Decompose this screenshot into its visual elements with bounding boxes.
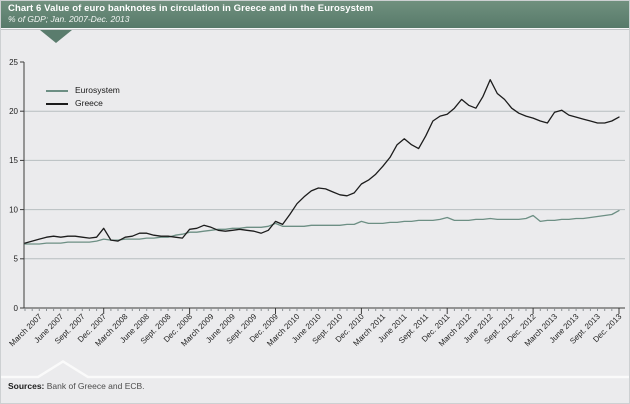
eurosystem-line-swatch bbox=[46, 89, 68, 92]
chart-legend: Eurosystem Greece bbox=[46, 86, 120, 112]
sources-note: Sources: Bank of Greece and ECB. bbox=[8, 381, 145, 391]
legend-label-greece: Greece bbox=[75, 98, 103, 108]
y-axis: 0 5 10 15 20 25 bbox=[9, 58, 25, 313]
bottom-divider bbox=[0, 360, 630, 379]
chart-title: Chart 6 Value of euro banknotes in circu… bbox=[8, 3, 374, 14]
legend-label-eurosystem: Eurosystem bbox=[75, 85, 120, 95]
y-axis-label: 5 bbox=[14, 255, 19, 264]
y-gridlines bbox=[24, 110, 625, 260]
legend-item-eurosystem: Eurosystem bbox=[46, 86, 120, 95]
y-axis-label: 15 bbox=[9, 156, 18, 165]
chart-subtitle: % of GDP; Jan. 2007-Dec. 2013 bbox=[8, 14, 130, 24]
y-axis-label: 20 bbox=[9, 107, 18, 116]
header-pointer-triangle bbox=[40, 30, 72, 43]
sources-text: Bank of Greece and ECB. bbox=[44, 381, 145, 391]
y-axis-label: 10 bbox=[9, 205, 18, 214]
greece-line-swatch bbox=[46, 102, 68, 105]
chart-header: Chart 6 Value of euro banknotes in circu… bbox=[0, 0, 630, 28]
chart-series bbox=[24, 79, 620, 245]
y-axis-label: 25 bbox=[9, 58, 18, 67]
y-axis-label: 0 bbox=[14, 304, 19, 313]
sources-label: Sources: bbox=[8, 381, 45, 391]
series-line-eurosystem bbox=[24, 209, 620, 245]
series-line-greece bbox=[24, 79, 620, 244]
legend-item-greece: Greece bbox=[46, 99, 120, 108]
divider-chevron bbox=[0, 360, 630, 379]
